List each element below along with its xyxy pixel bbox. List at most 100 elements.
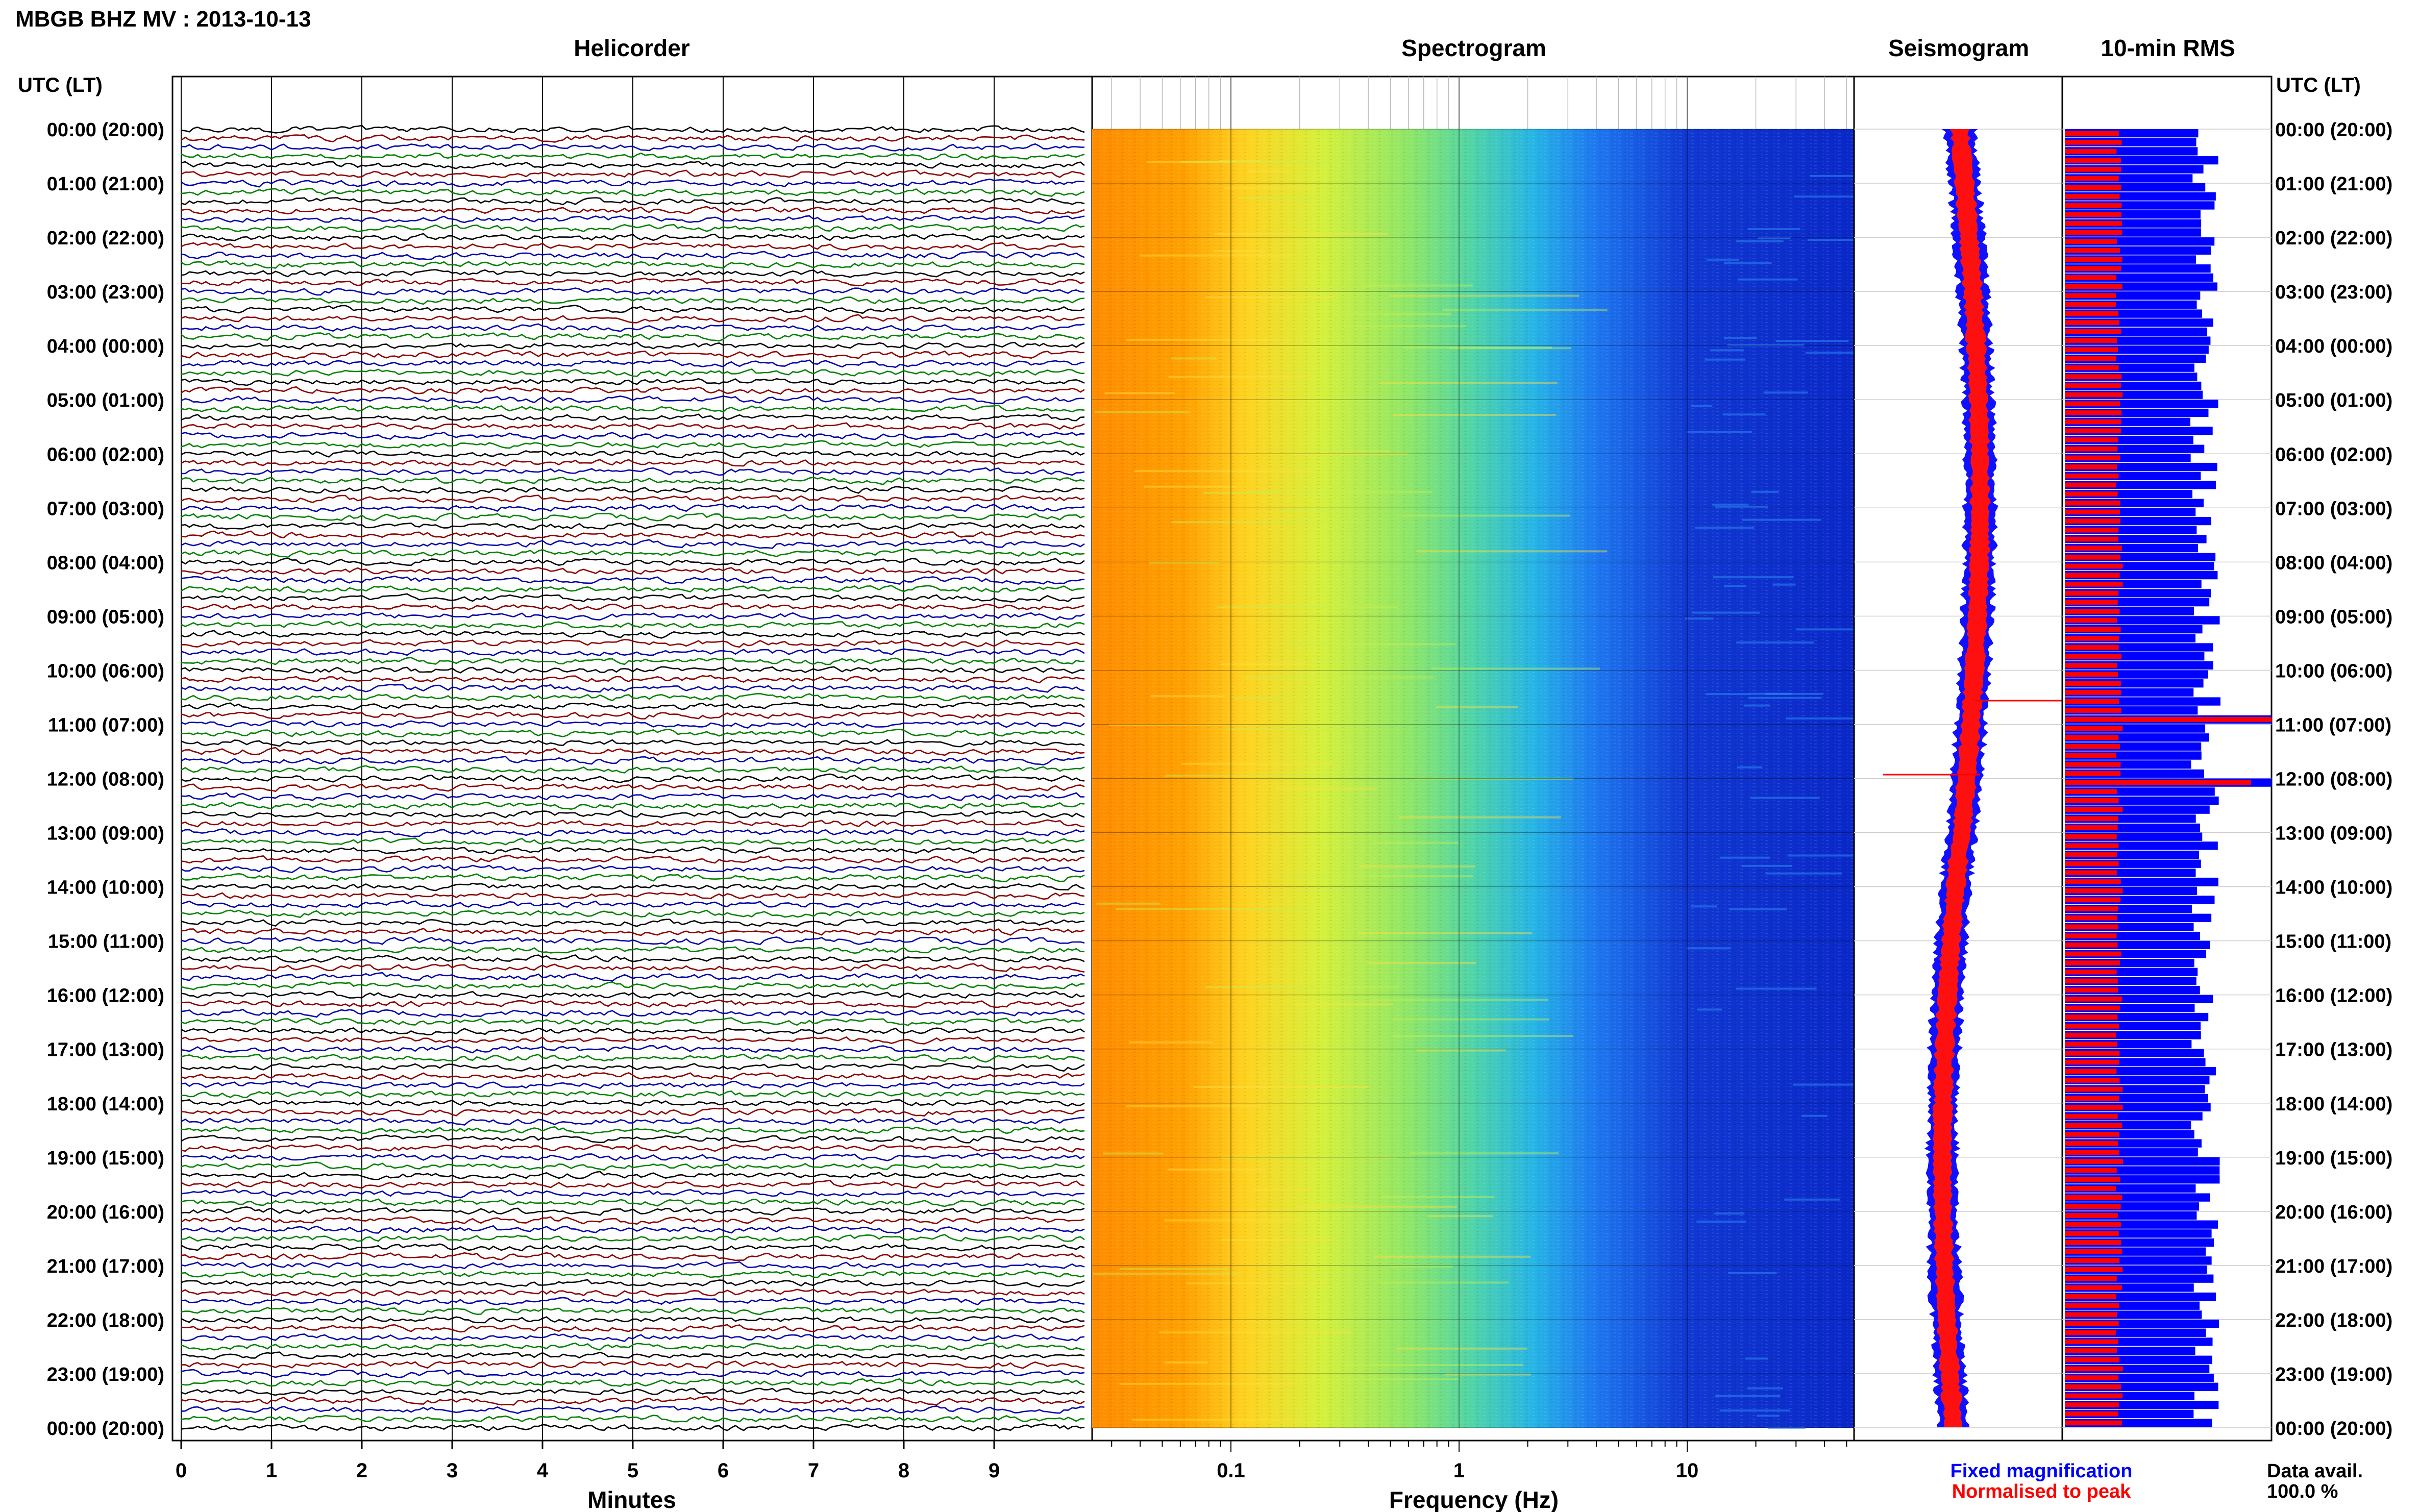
time-label-left: 08:00 (04:00) <box>47 552 164 574</box>
rms-bar-normalised <box>2065 699 2119 704</box>
time-label-left: 12:00 (08:00) <box>47 769 164 790</box>
rms-bar-normalised <box>2065 239 2117 244</box>
rms-bar-normalised <box>2065 203 2122 208</box>
helicorder-x-axis: 0 1 2 3 4 5 6 7 8 9 <box>176 1441 1000 1482</box>
helicorder-trace <box>181 837 1085 846</box>
rms-bar-normalised <box>2065 185 2121 190</box>
rms-bar-normalised <box>2065 744 2120 749</box>
legend-fixed: Fixed magnification <box>1951 1460 2133 1482</box>
rms-bar-normalised <box>2065 347 2118 353</box>
helicorder-trace <box>181 1171 1085 1180</box>
rms-bar-normalised <box>2065 852 2117 857</box>
rms-bar-normalised <box>2065 1050 2120 1056</box>
rms-bar-normalised <box>2065 662 2117 668</box>
rms-bar-normalised <box>2065 446 2118 452</box>
helicorder-trace <box>181 1198 1085 1207</box>
rms-bar-normalised <box>2065 1150 2119 1155</box>
helicorder-trace <box>181 909 1085 919</box>
rms-bar-normalised <box>2065 1042 2117 1047</box>
time-label-right: 20:00 (16:00) <box>2275 1202 2392 1223</box>
rms-bar-normalised <box>2065 401 2120 407</box>
helicorder-trace <box>181 692 1085 702</box>
helicorder-trace <box>181 1423 1085 1432</box>
utc-label-right: UTC (LT) <box>2276 74 2361 96</box>
helicorder-trace <box>181 864 1085 873</box>
time-label-left: 19:00 (15:00) <box>47 1148 164 1169</box>
helicorder-trace <box>181 178 1085 188</box>
helicorder-trace <box>181 341 1085 350</box>
rms-bar-normalised <box>2065 726 2123 731</box>
helicorder-trace <box>181 1324 1085 1333</box>
rms-bar-normalised <box>2065 581 2123 587</box>
helicorder-trace <box>181 1369 1085 1378</box>
helicorder-trace <box>181 648 1085 657</box>
rms-bar-normalised <box>2065 843 2119 849</box>
station-title: MBGB BHZ MV : 2013-10-13 <box>15 7 311 32</box>
helicorder-trace <box>181 739 1085 748</box>
rms-bar-normalised <box>2065 302 2116 307</box>
helicorder-tick-label: 3 <box>447 1459 458 1482</box>
helicorder-trace <box>181 1234 1085 1243</box>
rms-bar-normalised <box>2065 1393 2123 1399</box>
rms-bar-normalised <box>2065 293 2116 299</box>
helicorder-trace <box>181 1270 1085 1278</box>
rms-bar-normalised <box>2065 762 2121 767</box>
helicorder-trace <box>181 440 1085 450</box>
time-label-left: 16:00 (12:00) <box>47 985 164 1007</box>
helicorder-trace <box>181 783 1085 792</box>
rms-bar-normalised <box>2065 600 2118 605</box>
rms-bar-normalised <box>2065 220 2122 226</box>
rms-bar-normalised <box>2065 311 2119 316</box>
helicorder-trace <box>181 990 1085 999</box>
helicorder-trace <box>181 125 1085 134</box>
helicorder-trace <box>181 143 1085 152</box>
helicorder-trace <box>181 378 1085 386</box>
rms-bar-normalised <box>2065 1096 2119 1101</box>
spectrogram-x-label: Frequency (Hz) <box>1389 1486 1559 1512</box>
helicorder-tick-label: 9 <box>989 1459 1000 1482</box>
helicorder-trace <box>181 1045 1085 1054</box>
rms-bar-normalised <box>2065 645 2119 650</box>
helicorder-trace <box>181 1243 1085 1252</box>
rms-bar-normalised <box>2065 1069 2117 1074</box>
helicorder-trace <box>181 368 1085 377</box>
rms-bar-normalised <box>2065 546 2122 551</box>
rms-bar-normalised <box>2065 978 2118 984</box>
rms-bar-normalised <box>2065 672 2118 677</box>
helicorder-tick-label: 7 <box>808 1459 819 1482</box>
rms-bar-normalised <box>2065 1195 2122 1200</box>
time-label-right: 10:00 (06:00) <box>2275 660 2392 682</box>
rms-bar-normalised <box>2065 1402 2119 1407</box>
helicorder-trace <box>181 1387 1085 1396</box>
rms-bar-normalised <box>2065 527 2119 533</box>
spectrogram-tick-label: 0.1 <box>1217 1459 1245 1482</box>
helicorder-trace <box>181 134 1085 143</box>
rms-panel <box>2061 76 2273 1442</box>
rms-bar-normalised <box>2065 1059 2119 1065</box>
spectrogram-panel: 0.1 1 10 Frequency (Hz) <box>1091 76 1863 1512</box>
helicorder-trace <box>181 630 1085 639</box>
time-label-right: 16:00 (12:00) <box>2275 985 2392 1007</box>
rms-bar-normalised <box>2065 419 2121 425</box>
helicorder-trace <box>181 251 1085 260</box>
time-label-left: 14:00 (10:00) <box>47 877 164 899</box>
helicorder-traces <box>181 125 1085 1432</box>
helicorder-trace <box>181 891 1085 900</box>
rms-bar-normalised <box>2065 230 2122 235</box>
rms-bar-normalised <box>2065 1132 2119 1137</box>
helicorder-trace <box>181 206 1085 215</box>
helicorder-trace <box>181 728 1085 738</box>
seismogram-panel <box>1853 76 2063 1442</box>
helicorder-trace <box>181 711 1085 720</box>
helicorder-trace <box>181 1351 1085 1360</box>
time-label-right: 05:00 (01:00) <box>2275 390 2392 411</box>
helicorder-trace <box>181 305 1085 314</box>
time-label-left: 00:00 (20:00) <box>47 119 164 141</box>
rms-bar-normalised <box>2065 1375 2119 1380</box>
helicorder-trace <box>181 1126 1085 1135</box>
time-label-right: 09:00 (05:00) <box>2275 606 2392 628</box>
rms-bar-normalised <box>2065 1077 2120 1083</box>
helicorder-trace <box>181 1107 1085 1117</box>
rms-bar-normalised <box>2065 1168 2117 1173</box>
rms-bar-normalised <box>2065 1267 2123 1272</box>
